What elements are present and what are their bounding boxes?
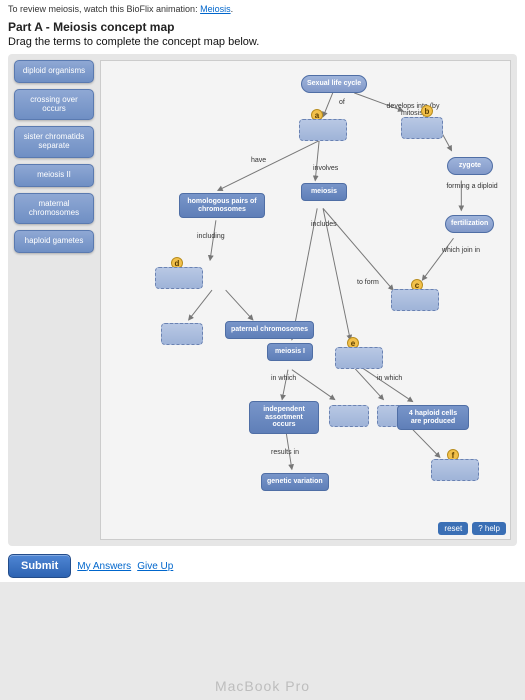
term-tile[interactable]: haploid gametes [14,230,94,253]
label-includes: includes [311,221,337,228]
term-tile[interactable]: crossing over occurs [14,89,94,121]
my-answers-link[interactable]: My Answers [77,561,131,572]
toolbar: Submit My Answers Give Up [8,554,517,578]
node-independent: independent assortment occurs [249,401,319,434]
breadcrumb-text: To review meiosis, watch this BioFlix an… [8,4,200,14]
label-resultsin: results in [271,449,299,456]
give-up-link[interactable]: Give Up [137,561,173,572]
workspace: diploid organisms crossing over occurs s… [8,54,517,546]
label-of: of [339,99,345,106]
term-tile[interactable]: diploid organisms [14,60,94,83]
term-tile[interactable]: meiosis II [14,164,94,187]
label-inwhich2: in which [377,375,402,382]
label-develops: develops into (by mitosis) [383,103,443,117]
drop-c[interactable] [391,289,439,311]
drop-left-child[interactable] [161,323,203,345]
drop-a[interactable] [299,119,347,141]
part-title: Part A - Meiosis concept map [8,20,517,34]
submit-button[interactable]: Submit [8,554,71,578]
node-fertilization: fertilization [445,215,494,233]
concept-map: Sexual life cycle of a develops into (by… [100,60,511,540]
letter-b: b [421,105,433,117]
instruction: Drag the terms to complete the concept m… [8,36,517,48]
breadcrumb-link[interactable]: Meiosis [200,4,231,14]
label-forming: forming a diploid [437,183,507,190]
drop-b[interactable] [401,117,443,139]
help-button[interactable]: ? help [472,522,506,535]
drop-e[interactable] [335,347,383,369]
breadcrumb: To review meiosis, watch this BioFlix an… [8,4,517,14]
node-4haploid: 4 haploid cells are produced [397,405,469,430]
watermark: MacBook Pro [215,678,310,694]
node-zygote: zygote [447,157,493,175]
label-toform: to form [357,279,379,286]
term-tile[interactable]: sister chromatids separate [14,126,94,158]
label-joinin: which join in [431,247,491,254]
node-paternal: paternal chromosomes [225,321,314,339]
label-including: including [197,233,225,240]
label-involves: involves [313,165,338,172]
node-meiosis: meiosis [301,183,347,201]
drop-mid1[interactable] [329,405,369,427]
page: To review meiosis, watch this BioFlix an… [0,0,525,582]
node-genetic-variation: genetic variation [261,473,329,491]
help-bar: reset ? help [438,522,506,535]
node-sexual-life-cycle: Sexual life cycle [301,75,367,93]
term-bank: diploid organisms crossing over occurs s… [14,60,94,540]
reset-button[interactable]: reset [438,522,468,535]
term-tile[interactable]: maternal chromosomes [14,193,94,225]
node-meiosis1: meiosis I [267,343,313,361]
drop-f[interactable] [431,459,479,481]
label-inwhich1: in which [271,375,296,382]
node-homologous-pairs: homologous pairs of chromosomes [179,193,265,218]
label-have: have [251,157,266,164]
drop-d[interactable] [155,267,203,289]
